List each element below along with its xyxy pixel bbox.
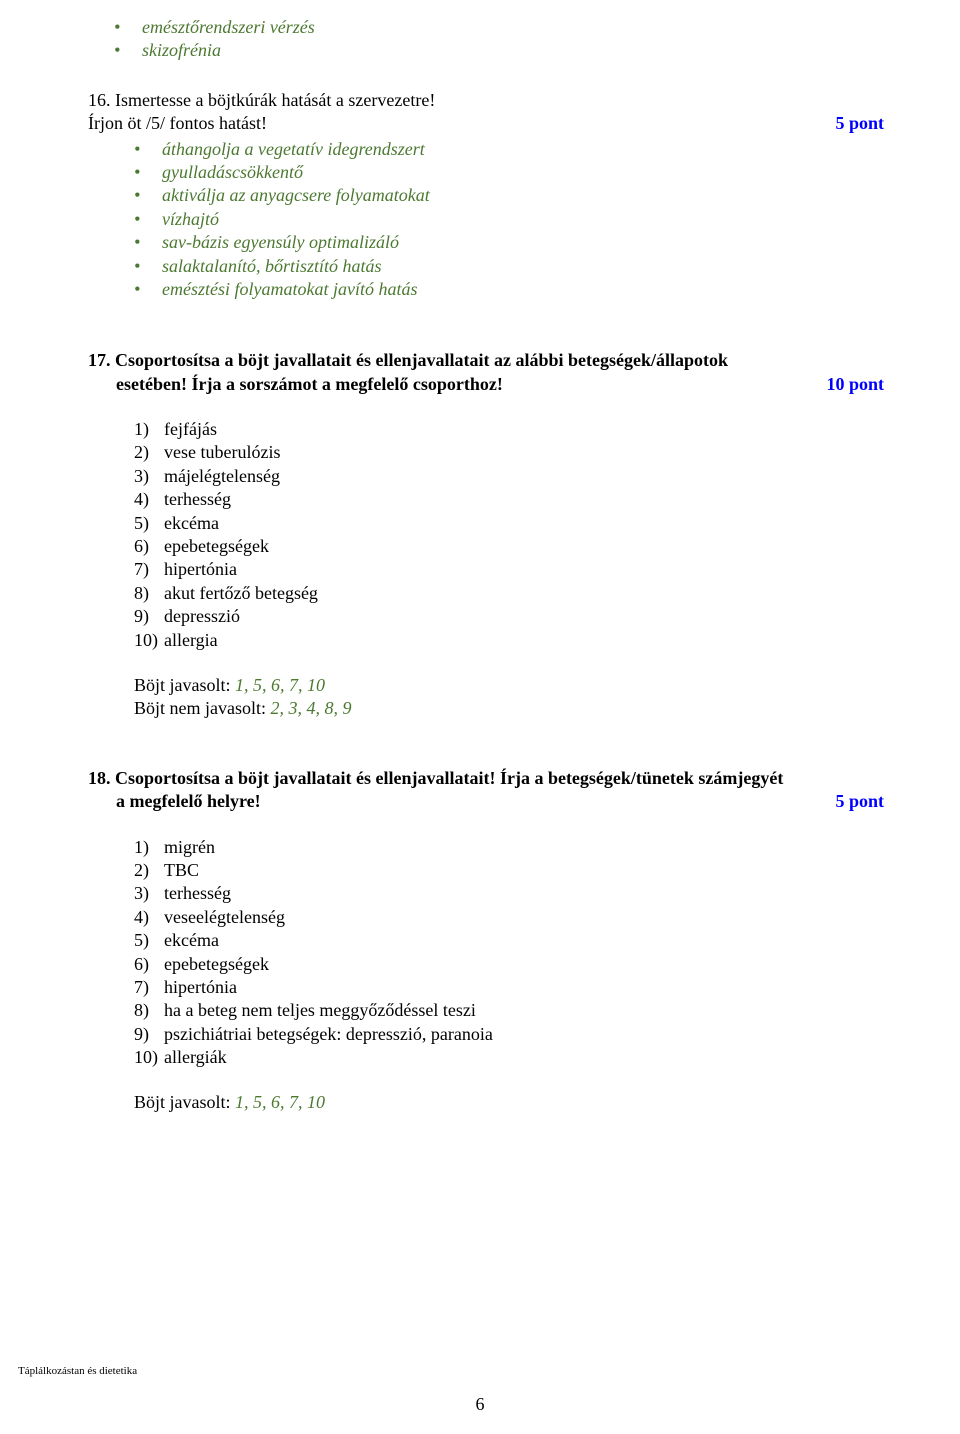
item-text: ekcéma bbox=[164, 930, 219, 950]
list-item: 9)depresszió bbox=[134, 605, 892, 628]
list-item: 4)terhesség bbox=[134, 488, 892, 511]
top-bullet-list: emésztőrendszeri vérzés skizofrénia bbox=[114, 16, 892, 63]
list-item: 1)migrén bbox=[134, 836, 892, 859]
item-text: ha a beteg nem teljes meggyőződéssel tes… bbox=[164, 1000, 476, 1020]
list-item: 3)májelégtelenség bbox=[134, 465, 892, 488]
q16-bullets: áthangolja a vegetatív idegrendszert gyu… bbox=[134, 138, 892, 302]
list-item: 3)terhesség bbox=[134, 882, 892, 905]
list-item: áthangolja a vegetatív idegrendszert bbox=[134, 138, 892, 161]
answer-value: 1, 5, 6, 7, 10 bbox=[235, 675, 325, 695]
list-item: vízhajtó bbox=[134, 208, 892, 231]
q17-answer-row: Böjt nem javasolt: 2, 3, 4, 8, 9 bbox=[134, 697, 892, 720]
list-item: 8)akut fertőző betegség bbox=[134, 582, 892, 605]
item-text: ekcéma bbox=[164, 513, 219, 533]
q18-answer-row: Böjt javasolt: 1, 5, 6, 7, 10 bbox=[134, 1091, 892, 1114]
q17-heading-line2: esetében! Írja a sorszámot a megfelelő c… bbox=[88, 374, 503, 394]
answer-value: 1, 5, 6, 7, 10 bbox=[235, 1092, 325, 1112]
list-item: 10)allergia bbox=[134, 629, 892, 652]
item-text: fejfájás bbox=[164, 419, 217, 439]
item-text: májelégtelenség bbox=[164, 466, 280, 486]
q18-heading-line2: a megfelelő helyre! bbox=[88, 791, 261, 811]
item-text: veseelégtelenség bbox=[164, 907, 285, 927]
list-item: 7)hipertónia bbox=[134, 976, 892, 999]
answer-label: Böjt nem javasolt: bbox=[134, 698, 271, 718]
list-item: emésztőrendszeri vérzés bbox=[114, 16, 892, 39]
q18-items: 1)migrén 2)TBC 3)terhesség 4)veseelégtel… bbox=[134, 836, 892, 1070]
item-text: TBC bbox=[164, 860, 199, 880]
list-item: 4)veseelégtelenség bbox=[134, 906, 892, 929]
q16-points: 5 pont bbox=[835, 112, 884, 135]
item-text: akut fertőző betegség bbox=[164, 583, 318, 603]
list-item: sav-bázis egyensúly optimalizáló bbox=[134, 231, 892, 254]
item-text: epebetegségek bbox=[164, 954, 269, 974]
question-18: 18. Csoportosítsa a böjt javallatait és … bbox=[88, 767, 892, 1115]
q16-heading-line2: Írjon öt /5/ fontos hatást! bbox=[88, 113, 267, 133]
list-item: 1)fejfájás bbox=[134, 418, 892, 441]
item-text: allergiák bbox=[164, 1047, 227, 1067]
list-item: 5)ekcéma bbox=[134, 929, 892, 952]
q17-items: 1)fejfájás 2)vese tuberulózis 3)májelégt… bbox=[134, 418, 892, 652]
q17-answers: Böjt javasolt: 1, 5, 6, 7, 10 Böjt nem j… bbox=[134, 674, 892, 721]
list-item: 2)TBC bbox=[134, 859, 892, 882]
item-text: epebetegségek bbox=[164, 536, 269, 556]
q18-heading-line1: 18. Csoportosítsa a böjt javallatait és … bbox=[88, 767, 892, 790]
item-text: allergia bbox=[164, 630, 218, 650]
list-item: 9)pszichiátriai betegségek: depresszió, … bbox=[134, 1023, 892, 1046]
item-text: depresszió bbox=[164, 606, 240, 626]
question-16: 16. Ismertesse a böjtkúrák hatását a sze… bbox=[88, 89, 892, 302]
list-item: 6)epebetegségek bbox=[134, 535, 892, 558]
answer-value: 2, 3, 4, 8, 9 bbox=[271, 698, 352, 718]
item-text: migrén bbox=[164, 837, 215, 857]
q17-heading-line1: 17. Csoportosítsa a böjt javallatait és … bbox=[88, 349, 892, 372]
item-text: pszichiátriai betegségek: depresszió, pa… bbox=[164, 1024, 493, 1044]
list-item: salaktalanító, bőrtisztító hatás bbox=[134, 255, 892, 278]
q16-heading-line1: 16. Ismertesse a böjtkúrák hatását a sze… bbox=[88, 89, 892, 112]
list-item: 2)vese tuberulózis bbox=[134, 441, 892, 464]
q17-points: 10 pont bbox=[826, 373, 884, 396]
question-17: 17. Csoportosítsa a böjt javallatait és … bbox=[88, 349, 892, 720]
list-item: aktiválja az anyagcsere folyamatokat bbox=[134, 184, 892, 207]
list-item: 8)ha a beteg nem teljes meggyőződéssel t… bbox=[134, 999, 892, 1022]
page-number: 6 bbox=[0, 1393, 960, 1416]
list-item: 5)ekcéma bbox=[134, 512, 892, 535]
q18-points: 5 pont bbox=[835, 790, 884, 813]
item-text: terhesség bbox=[164, 489, 231, 509]
list-item: emésztési folyamatokat javító hatás bbox=[134, 278, 892, 301]
footer-text: Táplálkozástan és dietetika bbox=[18, 1364, 137, 1378]
list-item: 7)hipertónia bbox=[134, 558, 892, 581]
q18-answers: Böjt javasolt: 1, 5, 6, 7, 10 bbox=[134, 1091, 892, 1114]
list-item: skizofrénia bbox=[114, 39, 892, 62]
q17-answer-row: Böjt javasolt: 1, 5, 6, 7, 10 bbox=[134, 674, 892, 697]
answer-label: Böjt javasolt: bbox=[134, 1092, 235, 1112]
answer-label: Böjt javasolt: bbox=[134, 675, 235, 695]
list-item: 6)epebetegségek bbox=[134, 953, 892, 976]
item-text: terhesség bbox=[164, 883, 231, 903]
item-text: vese tuberulózis bbox=[164, 442, 280, 462]
item-text: hipertónia bbox=[164, 977, 237, 997]
list-item: 10)allergiák bbox=[134, 1046, 892, 1069]
item-text: hipertónia bbox=[164, 559, 237, 579]
list-item: gyulladáscsökkentő bbox=[134, 161, 892, 184]
